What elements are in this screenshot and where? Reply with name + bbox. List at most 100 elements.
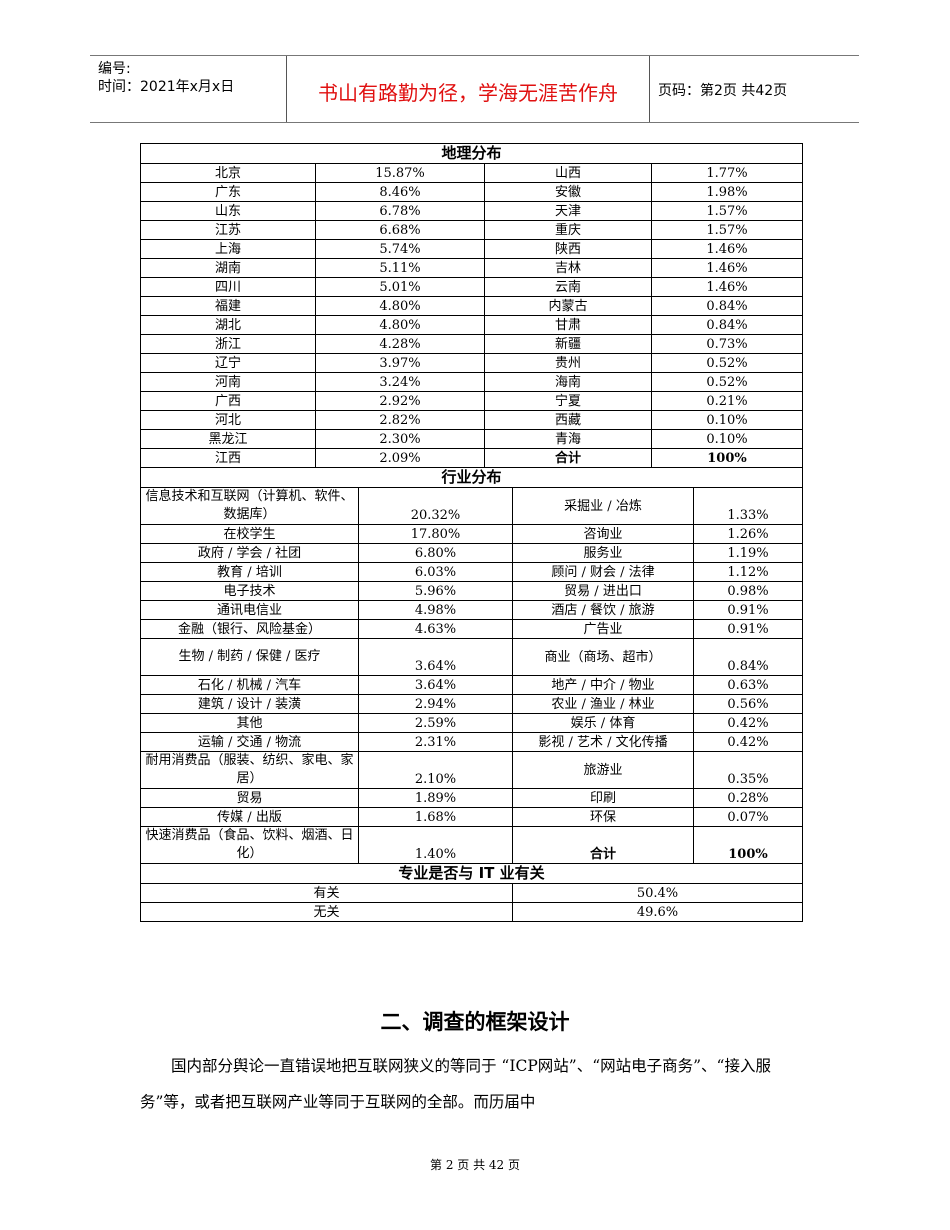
value-cell: 0.84% — [692, 638, 804, 676]
label-cell: 广西 — [140, 391, 316, 411]
table-row: 山东 6.78% 天津 1.57% — [140, 201, 804, 221]
value-cell: 5.96% — [358, 581, 513, 601]
value-cell: 0.91% — [692, 600, 804, 620]
value-cell: 1.46% — [650, 277, 804, 297]
label-cell: 黑龙江 — [140, 429, 316, 449]
value-cell: 0.52% — [650, 372, 804, 392]
it-relation-table: 专业是否与 IT 业有关 有关 50.4% 无关 49.6% — [139, 863, 804, 922]
value-cell: 2.30% — [315, 429, 485, 449]
label-cell: 在校学生 — [140, 524, 359, 544]
value-cell: 0.35% — [692, 751, 804, 789]
value-cell: 0.28% — [692, 788, 804, 808]
label-cell: 金融（银行、风险基金） — [140, 619, 359, 639]
value-cell: 1.12% — [692, 562, 804, 582]
table-row: 运输 / 交通 / 物流 2.31% 影视 / 艺术 / 文化传播 0.42% — [140, 732, 804, 752]
table-row: 江西 2.09% 合计 100% — [140, 448, 804, 468]
label-cell: 上海 — [140, 239, 316, 259]
value-cell: 5.11% — [315, 258, 485, 278]
value-cell: 4.28% — [315, 334, 485, 354]
table-row: 传媒 / 出版 1.68% 环保 0.07% — [140, 807, 804, 827]
value-cell: 1.40% — [358, 826, 513, 864]
table-row: 福建 4.80% 内蒙古 0.84% — [140, 296, 804, 316]
header-page-number: 页码：第2页 共42页 — [658, 83, 788, 99]
table-row: 建筑 / 设计 / 装潢 2.94% 农业 / 渔业 / 林业 0.56% — [140, 694, 804, 714]
value-cell: 2.82% — [315, 410, 485, 430]
label-cell: 印刷 — [512, 788, 694, 808]
page-header: 编号: 时间：2021年x月x日 书山有路勤为径，学海无涯苦作舟 页码：第2页 … — [90, 55, 859, 123]
label-cell: 河北 — [140, 410, 316, 430]
value-cell: 0.98% — [692, 581, 804, 601]
label-cell: 四川 — [140, 277, 316, 297]
value-cell: 0.10% — [650, 410, 804, 430]
table-row: 黑龙江 2.30% 青海 0.10% — [140, 429, 804, 449]
table-row: 湖北 4.80% 甘肃 0.84% — [140, 315, 804, 335]
value-cell: 0.56% — [692, 694, 804, 714]
value-cell: 2.10% — [358, 751, 513, 789]
table-row: 辽宁 3.97% 贵州 0.52% — [140, 353, 804, 373]
table-row: 四川 5.01% 云南 1.46% — [140, 277, 804, 297]
label-cell: 天津 — [484, 201, 652, 221]
table-row: 河北 2.82% 西藏 0.10% — [140, 410, 804, 430]
label-cell: 海南 — [484, 372, 652, 392]
label-cell: 旅游业 — [512, 751, 694, 789]
value-cell: 1.77% — [650, 163, 804, 183]
label-cell: 辽宁 — [140, 353, 316, 373]
label-cell: 湖北 — [140, 315, 316, 335]
table-row: 信息技术和互联网（计算机、软件、数据库） 20.32% 采掘业 / 冶炼 1.33% — [140, 487, 804, 525]
value-cell: 4.80% — [315, 296, 485, 316]
table-row: 在校学生 17.80% 咨询业 1.26% — [140, 524, 804, 544]
label-cell: 运输 / 交通 / 物流 — [140, 732, 359, 752]
value-cell: 4.98% — [358, 600, 513, 620]
label-cell: 影视 / 艺术 / 文化传播 — [512, 732, 694, 752]
value-cell: 3.97% — [315, 353, 485, 373]
label-cell: 贵州 — [484, 353, 652, 373]
value-cell: 15.87% — [315, 163, 485, 183]
value-cell: 4.63% — [358, 619, 513, 639]
value-cell: 2.09% — [315, 448, 485, 468]
value-cell: 5.01% — [315, 277, 485, 297]
label-cell: 通讯电信业 — [140, 600, 359, 620]
value-cell: 3.64% — [358, 675, 513, 695]
label-cell: 青海 — [484, 429, 652, 449]
table-row: 电子技术 5.96% 贸易 / 进出口 0.98% — [140, 581, 804, 601]
label-cell: 广东 — [140, 182, 316, 202]
value-cell: 8.46% — [315, 182, 485, 202]
label-cell: 内蒙古 — [484, 296, 652, 316]
value-cell: 0.91% — [692, 619, 804, 639]
label-cell: 甘肃 — [484, 315, 652, 335]
value-cell: 50.4% — [511, 883, 804, 903]
label-cell: 贸易 / 进出口 — [512, 581, 694, 601]
label-cell: 采掘业 / 冶炼 — [512, 487, 694, 525]
label-cell: 合计 — [512, 826, 694, 864]
label-cell: 有关 — [140, 883, 513, 903]
label-cell: 广告业 — [512, 619, 694, 639]
value-cell: 3.64% — [358, 638, 513, 676]
label-cell: 合计 — [484, 448, 652, 468]
value-cell: 2.59% — [358, 713, 513, 733]
value-cell: 1.98% — [650, 182, 804, 202]
label-cell: 无关 — [140, 902, 513, 922]
number-label: 编号: — [98, 61, 131, 77]
value-cell: 1.89% — [358, 788, 513, 808]
value-cell: 0.84% — [650, 296, 804, 316]
value-cell: 1.19% — [692, 543, 804, 563]
date-label: 时间：2021年x月x日 — [98, 79, 235, 95]
table-row: 通讯电信业 4.98% 酒店 / 餐饮 / 旅游 0.91% — [140, 600, 804, 620]
label-cell: 云南 — [484, 277, 652, 297]
label-cell: 环保 — [512, 807, 694, 827]
section-heading: 二、调查的框架设计 — [380, 1010, 570, 1034]
industry-distribution-table: 行业分布 信息技术和互联网（计算机、软件、数据库） 20.32% 采掘业 / 冶炼 1… — [139, 467, 804, 864]
label-cell: 安徽 — [484, 182, 652, 202]
value-cell: 1.57% — [650, 220, 804, 240]
value-cell: 0.52% — [650, 353, 804, 373]
table-row: 教育 / 培训 6.03% 顾问 / 财会 / 法律 1.12% — [140, 562, 804, 582]
value-cell: 6.80% — [358, 543, 513, 563]
value-cell: 1.57% — [650, 201, 804, 221]
table-row: 生物 / 制药 / 保健 / 医疗 3.64% 商业（商场、超市） 0.84% — [140, 638, 804, 676]
value-cell: 6.03% — [358, 562, 513, 582]
label-cell: 教育 / 培训 — [140, 562, 359, 582]
value-cell: 2.94% — [358, 694, 513, 714]
label-cell: 石化 / 机械 / 汽车 — [140, 675, 359, 695]
value-cell: 0.10% — [650, 429, 804, 449]
value-cell: 17.80% — [358, 524, 513, 544]
